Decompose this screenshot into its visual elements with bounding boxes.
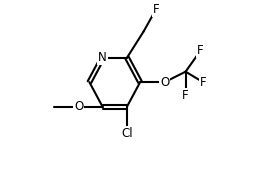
Text: O: O <box>160 76 169 89</box>
Text: F: F <box>197 44 204 57</box>
Text: F: F <box>200 76 207 89</box>
Text: Cl: Cl <box>121 127 133 140</box>
Text: F: F <box>182 89 189 102</box>
Text: F: F <box>153 3 159 16</box>
Text: N: N <box>98 51 107 64</box>
Text: O: O <box>74 100 84 113</box>
